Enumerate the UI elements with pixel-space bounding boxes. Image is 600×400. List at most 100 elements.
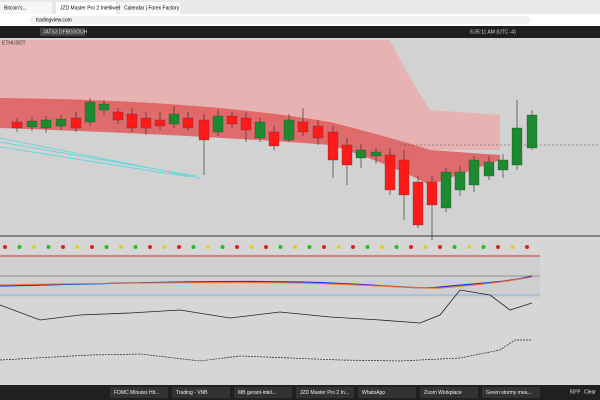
- signal-dot: [481, 245, 486, 249]
- signal-dot: [380, 245, 384, 249]
- tab-title[interactable]: JZD Master Pro 2 Intelliweb...: [60, 5, 126, 11]
- candle: [370, 151, 382, 157]
- cloud: [0, 40, 500, 150]
- signal-dot: [177, 245, 181, 249]
- signal-dot: [133, 245, 138, 249]
- signal-dot: [409, 245, 413, 249]
- candle: [55, 118, 67, 127]
- signal-dot: [148, 245, 152, 249]
- candle: [198, 119, 210, 141]
- tab[interactable]: [120, 2, 180, 14]
- weather: 50°F: [570, 389, 581, 395]
- signal-line: [0, 276, 533, 289]
- signal-dot: [162, 245, 167, 249]
- taskbar-button[interactable]: [296, 387, 354, 398]
- symbol[interactable]: JATS3 DFBGSOUH: [43, 29, 88, 35]
- candle: [312, 125, 324, 139]
- url[interactable]: tradingview.com: [36, 17, 72, 23]
- signal-dot: [220, 245, 225, 249]
- candle: [240, 117, 252, 131]
- candle: [412, 181, 424, 226]
- candle: [254, 121, 266, 139]
- taskbar-label[interactable]: Trading - VNB: [176, 390, 208, 396]
- taskbar-label[interactable]: MB gerant-intel...: [238, 390, 276, 396]
- signal-dot: [264, 245, 268, 249]
- signal-dot: [3, 245, 7, 249]
- candle: [154, 119, 166, 127]
- candle: [327, 131, 339, 161]
- signal-dot: [32, 245, 36, 249]
- signal-dot: [191, 245, 196, 249]
- candle: [511, 127, 523, 166]
- signal-dot: [438, 245, 442, 249]
- chart-toolbar: [0, 26, 600, 38]
- candle: [454, 171, 466, 191]
- legend: ETHUSDT: [2, 40, 26, 46]
- signal-dot: [119, 245, 123, 249]
- taskbar-button[interactable]: [172, 387, 230, 398]
- candle: [526, 114, 538, 149]
- candle: [468, 159, 480, 186]
- signal-dot: [394, 245, 399, 249]
- candle: [26, 120, 38, 128]
- volume-line: [0, 339, 532, 362]
- signal-dot: [365, 245, 370, 249]
- candle: [168, 113, 180, 125]
- signal-dot: [235, 245, 239, 249]
- signal-dot: [322, 245, 326, 249]
- taskbar-button[interactable]: [482, 387, 540, 398]
- signal-dot: [467, 245, 471, 249]
- candle: [226, 115, 238, 125]
- oscillator-line: [0, 289, 533, 324]
- tab[interactable]: [56, 2, 116, 14]
- signal-dot: [452, 245, 457, 249]
- ribbon: [0, 98, 500, 185]
- candle: [426, 181, 438, 206]
- signal-dot: [510, 245, 515, 249]
- taskbar-label[interactable]: WhatsApp: [362, 390, 385, 396]
- candle: [268, 131, 280, 147]
- candle: [398, 159, 410, 196]
- candle: [140, 117, 152, 129]
- candle: [355, 149, 367, 159]
- signal-dot: [351, 245, 355, 249]
- signal-dot: [61, 245, 65, 249]
- signal-dot: [307, 245, 312, 249]
- candle: [70, 117, 82, 129]
- candle: [297, 121, 309, 133]
- candle: [440, 171, 452, 209]
- url-field[interactable]: [30, 16, 530, 24]
- clock: 6:35:11 AM (UTC -4): [470, 29, 516, 35]
- signal-dot: [525, 245, 529, 249]
- weather-condition: Clear: [584, 389, 596, 395]
- signal-dot: [104, 245, 109, 249]
- candle: [384, 154, 396, 191]
- signal-dot: [249, 245, 254, 249]
- candle: [126, 113, 138, 129]
- signal-dot: [206, 245, 210, 249]
- candle: [98, 103, 110, 111]
- signal-dot: [293, 245, 297, 249]
- signal-dot: [90, 245, 94, 249]
- taskbar-button[interactable]: [110, 387, 168, 398]
- candle: [182, 117, 194, 129]
- candle: [11, 121, 23, 129]
- taskbar-button[interactable]: [358, 387, 416, 398]
- signal-dot: [75, 245, 80, 249]
- candle: [40, 119, 52, 129]
- taskbar-label[interactable]: FOMC Minutes Hit...: [114, 390, 159, 396]
- taskbar-label[interactable]: Green stormy mea...: [486, 390, 532, 396]
- taskbar-label[interactable]: JZD Master Pro 2 In...: [300, 390, 349, 396]
- signal-dot: [17, 245, 22, 249]
- signal-dot: [278, 245, 283, 249]
- tab-title[interactable]: Bitcoin's...: [4, 5, 27, 11]
- candle: [497, 159, 509, 171]
- taskbar-label[interactable]: Zoom Workplace: [424, 390, 462, 396]
- signal-dot: [336, 245, 341, 249]
- tab[interactable]: [0, 2, 52, 14]
- signal-dot: [496, 245, 500, 249]
- symbol-box[interactable]: [40, 28, 85, 36]
- taskbar-button[interactable]: [234, 387, 292, 398]
- taskbar-button[interactable]: [420, 387, 478, 398]
- tab-title[interactable]: Calendar | Forex Factory: [124, 5, 180, 11]
